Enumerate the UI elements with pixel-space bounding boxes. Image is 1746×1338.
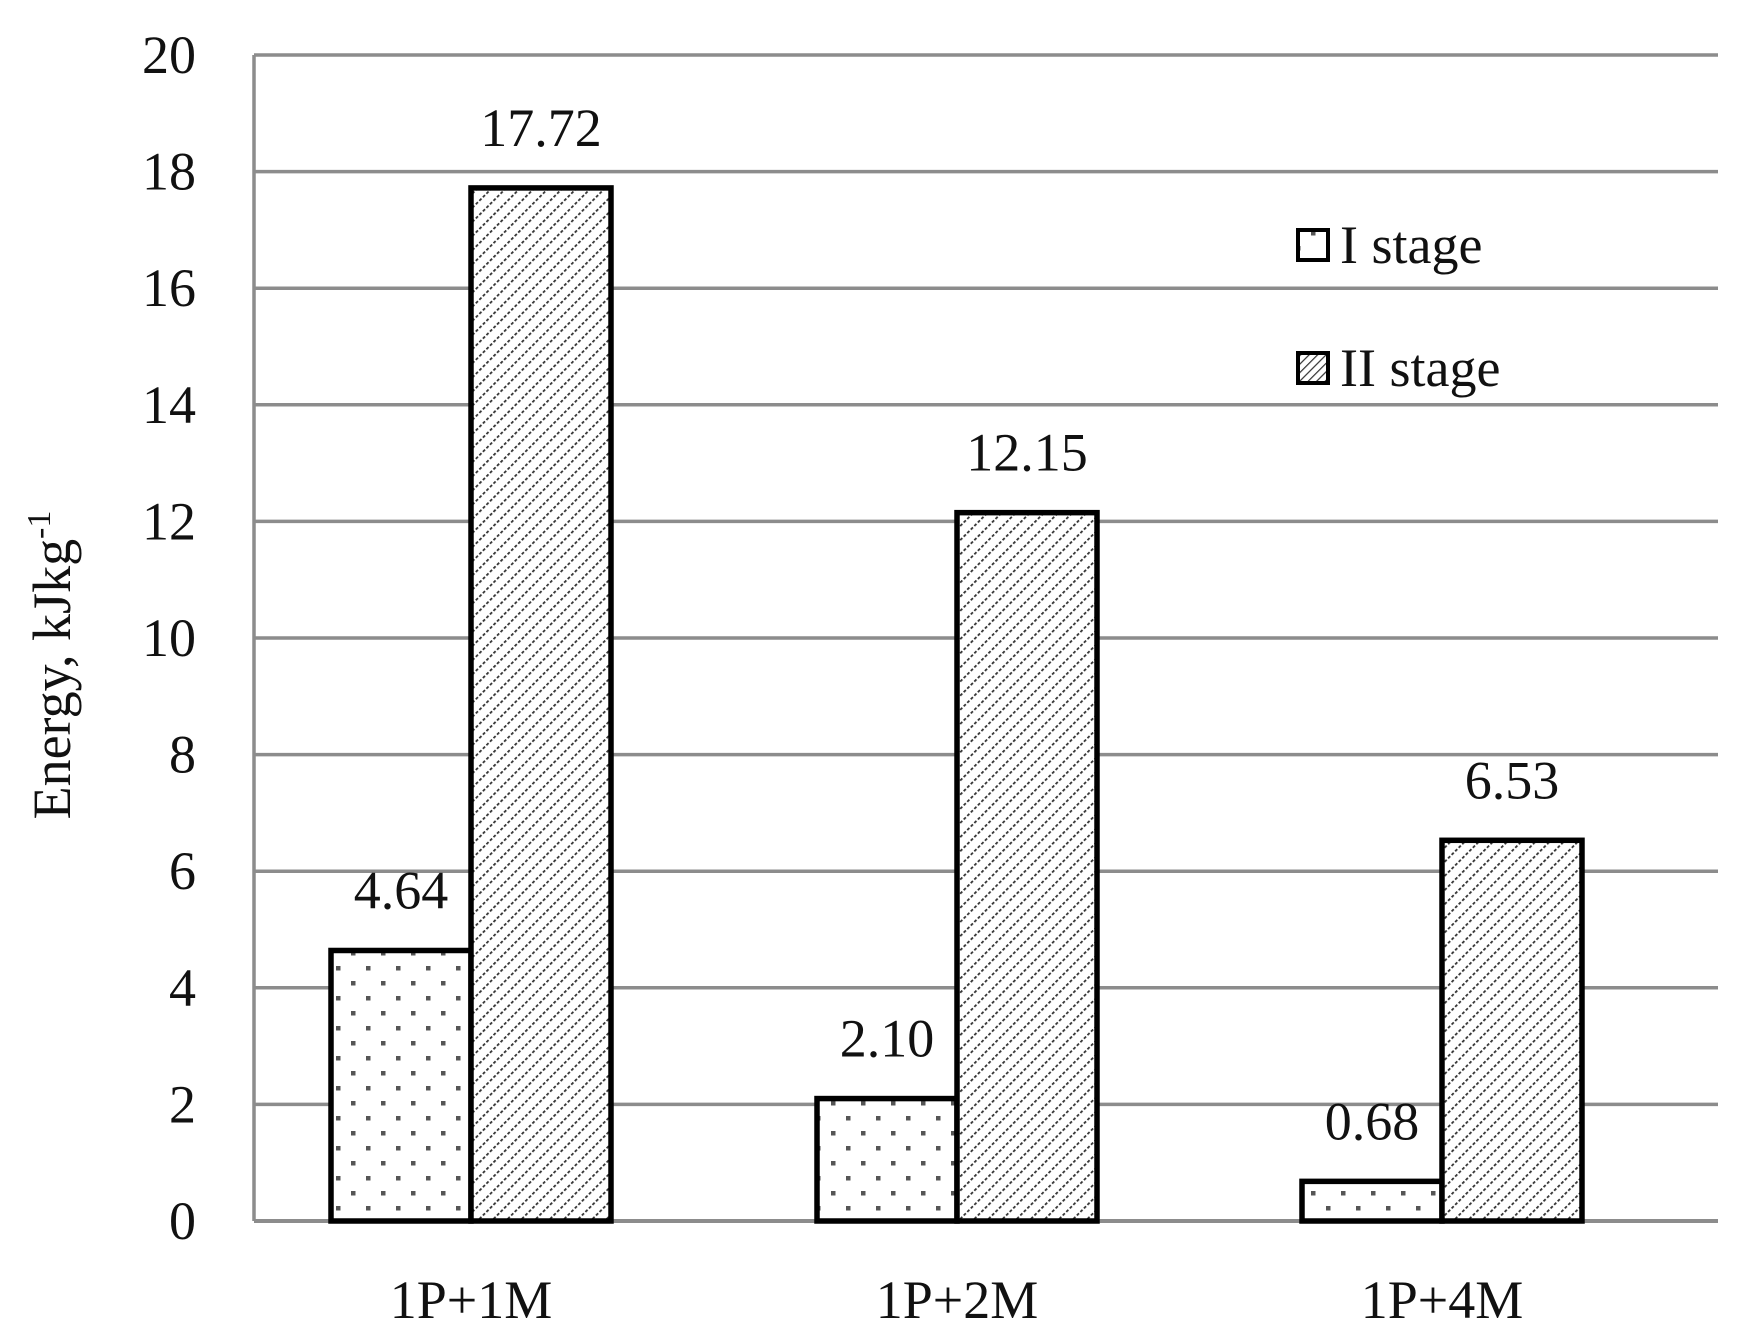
legend-label-i-stage: I stage: [1340, 215, 1482, 275]
bar-ii-stage-1p-4m: [1439, 837, 1585, 1224]
y-tick-label-6: 6: [169, 841, 196, 901]
x-tick-label-1p-1m: 1P+1M: [390, 1270, 553, 1330]
data-label-i-stage-1p-1m: 4.64: [354, 860, 449, 920]
bar-ii-stage-1p-1m: [468, 185, 614, 1224]
bars: [328, 185, 1585, 1224]
bar-ii-stage-1p-2m: [954, 509, 1100, 1224]
y-tick-label-10: 10: [142, 608, 196, 668]
bar-i-stage-1p-1m: [328, 947, 474, 1224]
y-tick-label-14: 14: [142, 375, 196, 435]
data-label-ii-stage-1p-4m: 6.53: [1465, 750, 1560, 810]
y-tick-label-16: 16: [142, 258, 196, 318]
legend: I stage II stage: [1296, 215, 1500, 398]
y-tick-label-12: 12: [142, 491, 196, 551]
y-tick-label-20: 20: [142, 25, 196, 85]
bar-i-stage-1p-2m: [814, 1095, 960, 1224]
y-tick-label-8: 8: [169, 725, 196, 785]
bar-i-stage-1p-4m: [1299, 1178, 1445, 1224]
y-tick-label-0: 0: [169, 1191, 196, 1251]
legend-label-ii-stage: II stage: [1340, 338, 1500, 398]
x-tick-label-1p-2m: 1P+2M: [876, 1270, 1039, 1330]
legend-swatch-i-stage: [1296, 228, 1330, 262]
legend-item-i-stage: I stage: [1296, 215, 1482, 275]
data-labels: 4.64 17.72 2.10 12.15 0.68 6.53: [354, 98, 1560, 1151]
y-axis-title: Energy, kJkg-1: [21, 511, 82, 820]
data-label-i-stage-1p-2m: 2.10: [840, 1009, 935, 1069]
y-tick-label-4: 4: [169, 958, 196, 1018]
legend-item-ii-stage: II stage: [1296, 338, 1500, 398]
y-axis-ticks: 0 2 4 6 8 10 12 14 16 18 20: [142, 25, 196, 1251]
data-label-ii-stage-1p-1m: 17.72: [480, 98, 602, 158]
y-axis-title-superscript: -1: [21, 511, 58, 539]
y-tick-label-18: 18: [142, 142, 196, 202]
data-label-ii-stage-1p-2m: 12.15: [966, 423, 1088, 483]
y-tick-label-2: 2: [169, 1074, 196, 1134]
x-tick-label-1p-4m: 1P+4M: [1361, 1270, 1524, 1330]
data-label-i-stage-1p-4m: 0.68: [1325, 1091, 1420, 1151]
legend-swatch-ii-stage: [1296, 351, 1330, 385]
x-axis-ticks: 1P+1M 1P+2M 1P+4M: [390, 1270, 1524, 1330]
